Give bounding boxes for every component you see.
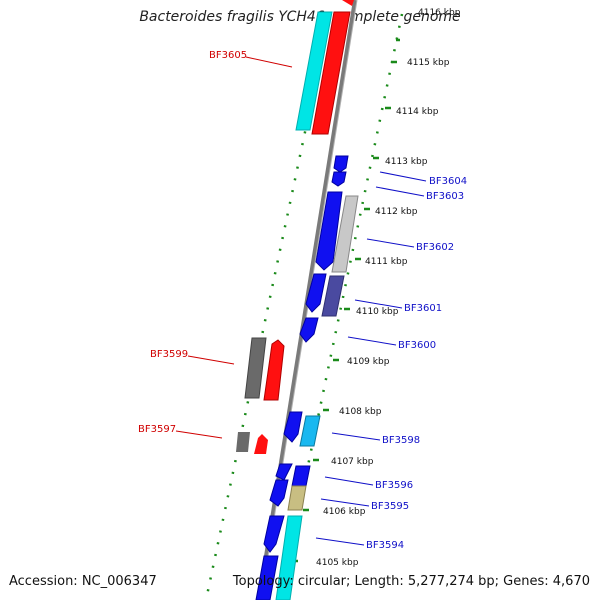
tick-label: 4112 kbp bbox=[375, 207, 418, 217]
gene-BF3595[interactable] bbox=[269, 479, 307, 511]
gene-label[interactable]: BF3601 bbox=[404, 303, 442, 314]
gene-label[interactable]: BF3603 bbox=[426, 191, 464, 202]
accession-text: Accession: NC_006347 bbox=[9, 574, 157, 589]
gene-arrow-blue[interactable] bbox=[263, 515, 285, 553]
gene-label[interactable]: BF3602 bbox=[416, 242, 454, 253]
gene-arrow-blue[interactable] bbox=[283, 411, 303, 443]
gene-label[interactable]: BF3598 bbox=[382, 435, 420, 446]
tick-label: 4108 kbp bbox=[339, 407, 382, 417]
gene-arrow-red[interactable] bbox=[254, 434, 268, 454]
gene-BF3601[interactable] bbox=[305, 273, 345, 317]
gene-BF3604[interactable] bbox=[331, 155, 349, 187]
tick-label: 4114 kbp bbox=[396, 107, 439, 117]
tick-label: 4115 kbp bbox=[407, 58, 450, 68]
gene-arrow-blue[interactable] bbox=[331, 171, 347, 187]
gene-arrow-red[interactable] bbox=[342, 0, 354, 6]
gene-feature-blue[interactable] bbox=[255, 555, 279, 600]
gene-feature-gray[interactable] bbox=[331, 195, 359, 273]
gene-labels-left: BF3605 BF3599 BF3597 bbox=[138, 50, 247, 435]
gene-arrow-blue[interactable] bbox=[305, 273, 327, 313]
tick-marks bbox=[292, 38, 400, 563]
gene-BF3599[interactable] bbox=[244, 337, 285, 401]
gene-BF3598[interactable] bbox=[283, 411, 321, 447]
gene-label[interactable]: BF3599 bbox=[150, 349, 188, 360]
gene-arrow-blue[interactable] bbox=[299, 317, 319, 343]
map-title: Bacteroides fragilis YCH46, complete gen… bbox=[139, 9, 461, 25]
tick-label: 4109 kbp bbox=[347, 357, 390, 367]
leader-lines-right bbox=[315, 171, 427, 546]
gene-BF3602[interactable] bbox=[315, 191, 359, 273]
tick-label: 4106 kbp bbox=[323, 507, 366, 517]
tick-label: 4110 kbp bbox=[356, 307, 399, 317]
gene-BF3597[interactable] bbox=[236, 432, 268, 454]
gene-arrow-blue[interactable] bbox=[315, 191, 343, 271]
tick-label: 4111 kbp bbox=[365, 257, 408, 267]
gene-label[interactable]: BF3594 bbox=[366, 540, 404, 551]
tick-labels: 4116 kbp 4115 kbp 4114 kbp 4113 kbp 4112… bbox=[316, 8, 461, 568]
gene-feature-cyan[interactable] bbox=[295, 11, 333, 131]
gene-BF3596[interactable] bbox=[275, 463, 311, 487]
gene-feature-lightblue[interactable] bbox=[299, 415, 321, 447]
gene-label[interactable]: BF3604 bbox=[429, 176, 467, 187]
gene-feature-gray[interactable] bbox=[244, 337, 267, 399]
gene-feature-red[interactable] bbox=[311, 11, 351, 135]
gene-label[interactable]: BF3595 bbox=[371, 501, 409, 512]
genome-summary-text: Topology: circular; Length: 5,277,274 bp… bbox=[232, 574, 590, 589]
gene-BF3600[interactable] bbox=[299, 317, 319, 343]
gene-feature-khaki[interactable] bbox=[287, 485, 307, 511]
tick-label: 4116 kbp bbox=[418, 8, 461, 18]
leader-lines-left bbox=[175, 56, 293, 439]
gene-BF3605[interactable] bbox=[295, 0, 354, 135]
gene-arrow-blue[interactable] bbox=[333, 155, 349, 173]
tick-label: 4107 kbp bbox=[331, 457, 374, 467]
gene-label[interactable]: BF3597 bbox=[138, 424, 176, 435]
gene-feature-blue[interactable] bbox=[291, 465, 311, 487]
gene-label[interactable]: BF3596 bbox=[375, 480, 413, 491]
gene-arrow-blue[interactable] bbox=[269, 479, 289, 507]
gene-arrow-red[interactable] bbox=[263, 339, 285, 401]
gene-label[interactable]: BF3605 bbox=[209, 50, 247, 61]
gene-feature-slate[interactable] bbox=[321, 275, 345, 317]
gene-BF3594[interactable] bbox=[255, 515, 303, 600]
tick-label: 4105 kbp bbox=[316, 558, 359, 568]
tick-label: 4113 kbp bbox=[385, 157, 428, 167]
gene-arrow-blue[interactable] bbox=[275, 463, 293, 481]
gene-feature-gray[interactable] bbox=[236, 432, 250, 452]
gene-feature-cyan[interactable] bbox=[275, 515, 303, 600]
gene-labels-right: BF3604 BF3603 BF3602 BF3601 BF3600 BF359… bbox=[366, 176, 467, 551]
gene-label[interactable]: BF3600 bbox=[398, 340, 436, 351]
